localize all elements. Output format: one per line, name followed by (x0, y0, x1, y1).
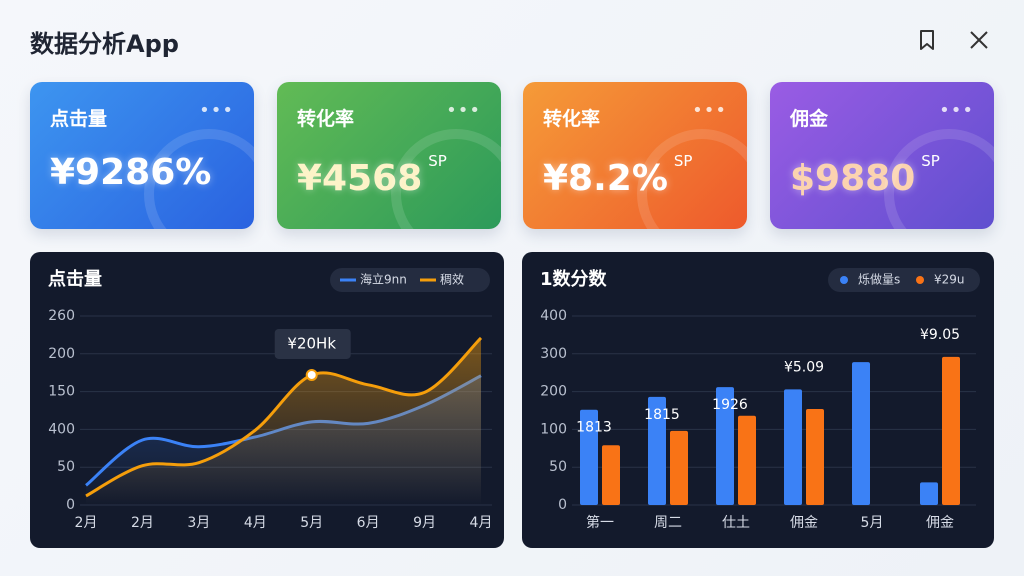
y-tick-label: 400 (540, 308, 567, 324)
stat-card[interactable]: 转化率 ••• ¥8.2% SP (523, 82, 747, 229)
tooltip-text: ¥20Hk (287, 334, 336, 352)
x-tick-label: 3月 (187, 515, 210, 531)
bar (942, 356, 960, 505)
legend-label: 稠效 (440, 272, 464, 287)
legend-label: 烁做量s (858, 272, 900, 287)
legend-swatch (916, 276, 924, 284)
decor (637, 129, 747, 229)
x-tick-label: 2月 (75, 515, 98, 531)
x-tick-label: 第一 (586, 514, 614, 531)
legend-label: ¥29u (934, 273, 965, 287)
y-tick-label: 400 (48, 421, 75, 437)
chart-panel (522, 252, 994, 548)
more[interactable]: ••• (199, 100, 234, 121)
close-button[interactable] (967, 28, 991, 52)
bar (806, 408, 824, 505)
bar (738, 415, 756, 505)
bar (852, 362, 870, 505)
bar (602, 445, 620, 505)
bar (648, 396, 666, 505)
y-tick-label: 50 (57, 459, 75, 475)
chart-title: 1数分数 (540, 268, 608, 290)
bar-annotation: 1815 (644, 407, 680, 423)
legend (828, 268, 980, 292)
legend-swatch (840, 276, 848, 284)
y-tick-label: 0 (66, 497, 75, 513)
legend (330, 268, 490, 292)
x-tick-label: 2月 (131, 515, 154, 531)
more[interactable]: ••• (939, 100, 974, 121)
line (85, 336, 483, 498)
decor (884, 129, 994, 229)
x-tick-label: 周二 (654, 515, 682, 531)
bar-annotation: ¥9.05 (920, 327, 960, 343)
bookmark-button[interactable] (915, 28, 939, 52)
legend-label: 海立9nn (360, 272, 407, 287)
bar-annotation: 1926 (712, 397, 748, 413)
x-tick-label: 仕土 (722, 515, 750, 531)
bar-annotation: 1813 (576, 420, 612, 436)
bar-annotation: ¥5.09 (784, 359, 824, 375)
stat-card[interactable]: 转化率 ••• ¥4568 SP (277, 82, 501, 229)
stat-card[interactable]: 点击量 ••• ¥9286% (30, 82, 254, 229)
y-tick-label: 200 (48, 346, 75, 362)
bar (670, 430, 688, 505)
chart-title: 点击量 (48, 268, 102, 290)
bar (580, 409, 598, 505)
card-title: 转化率 (297, 108, 355, 130)
decor (144, 129, 254, 229)
tooltip (274, 328, 351, 359)
y-tick-label: 150 (48, 384, 75, 400)
x-tick-label: 9月 (413, 515, 436, 531)
x-tick-label: 佣金 (926, 515, 954, 531)
x-tick-label: 4月 (470, 515, 493, 531)
more[interactable]: ••• (446, 100, 481, 121)
card-title: 点击量 (50, 108, 108, 130)
x-tick-label: 5月 (300, 515, 323, 531)
bar (920, 482, 938, 505)
card-title: 佣金 (790, 108, 829, 130)
area (86, 337, 481, 505)
y-tick-label: 100 (540, 421, 567, 437)
y-tick-label: 200 (540, 384, 567, 400)
card-title: 转化率 (543, 108, 601, 130)
more[interactable]: ••• (692, 100, 727, 121)
x-tick-label: 6月 (357, 515, 380, 531)
stat-card[interactable]: 佣金 ••• $9880 SP (770, 82, 994, 229)
x-tick-label: 佣金 (790, 515, 818, 531)
y-tick-label: 50 (549, 459, 567, 475)
y-tick-label: 260 (48, 308, 75, 324)
x-tick-label: 5月 (861, 515, 884, 531)
bar (784, 389, 802, 505)
y-tick-label: 0 (558, 497, 567, 513)
x-tick-label: 4月 (244, 515, 267, 531)
bar (716, 387, 734, 505)
highlight-point (305, 368, 318, 381)
decor (391, 129, 501, 229)
app-title: 数据分析App (30, 30, 179, 58)
y-tick-label: 300 (540, 346, 567, 362)
